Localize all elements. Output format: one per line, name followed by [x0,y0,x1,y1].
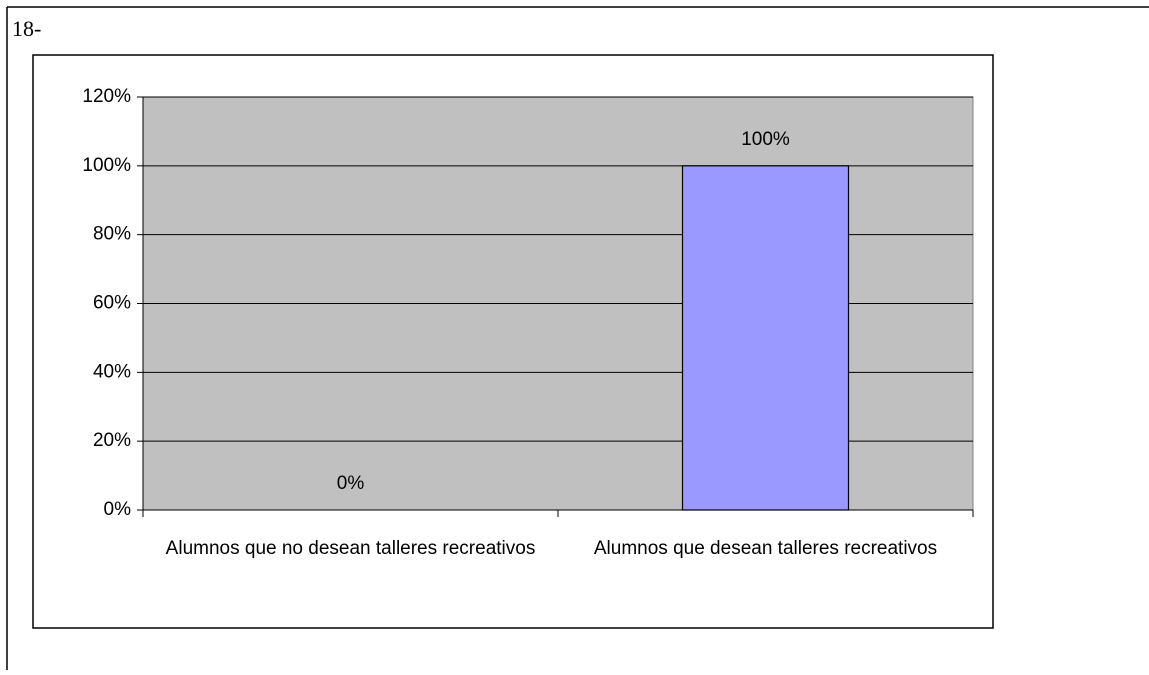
x-tick-label: Alumnos que no desean talleres recreativ… [165,538,536,559]
y-tick-label: 80% [93,224,131,245]
y-tick-label: 0% [104,499,132,520]
bar [681,165,850,511]
value-label: 100% [741,129,790,150]
x-tick-label-box: Alumnos que desean talleres recreativos [593,538,938,559]
figure-label: 18- [12,16,41,41]
x-tick-label-box: Alumnos que no desean talleres recreativ… [165,538,536,559]
y-tick-label: 120% [82,86,131,107]
y-tick-label: 100% [82,155,131,176]
y-tick-label: 40% [93,361,131,382]
x-tick-label: Alumnos que desean talleres recreativos [593,538,938,559]
y-tick-label: 20% [93,430,131,451]
value-label: 0% [337,473,365,494]
y-tick-label: 60% [93,293,131,314]
